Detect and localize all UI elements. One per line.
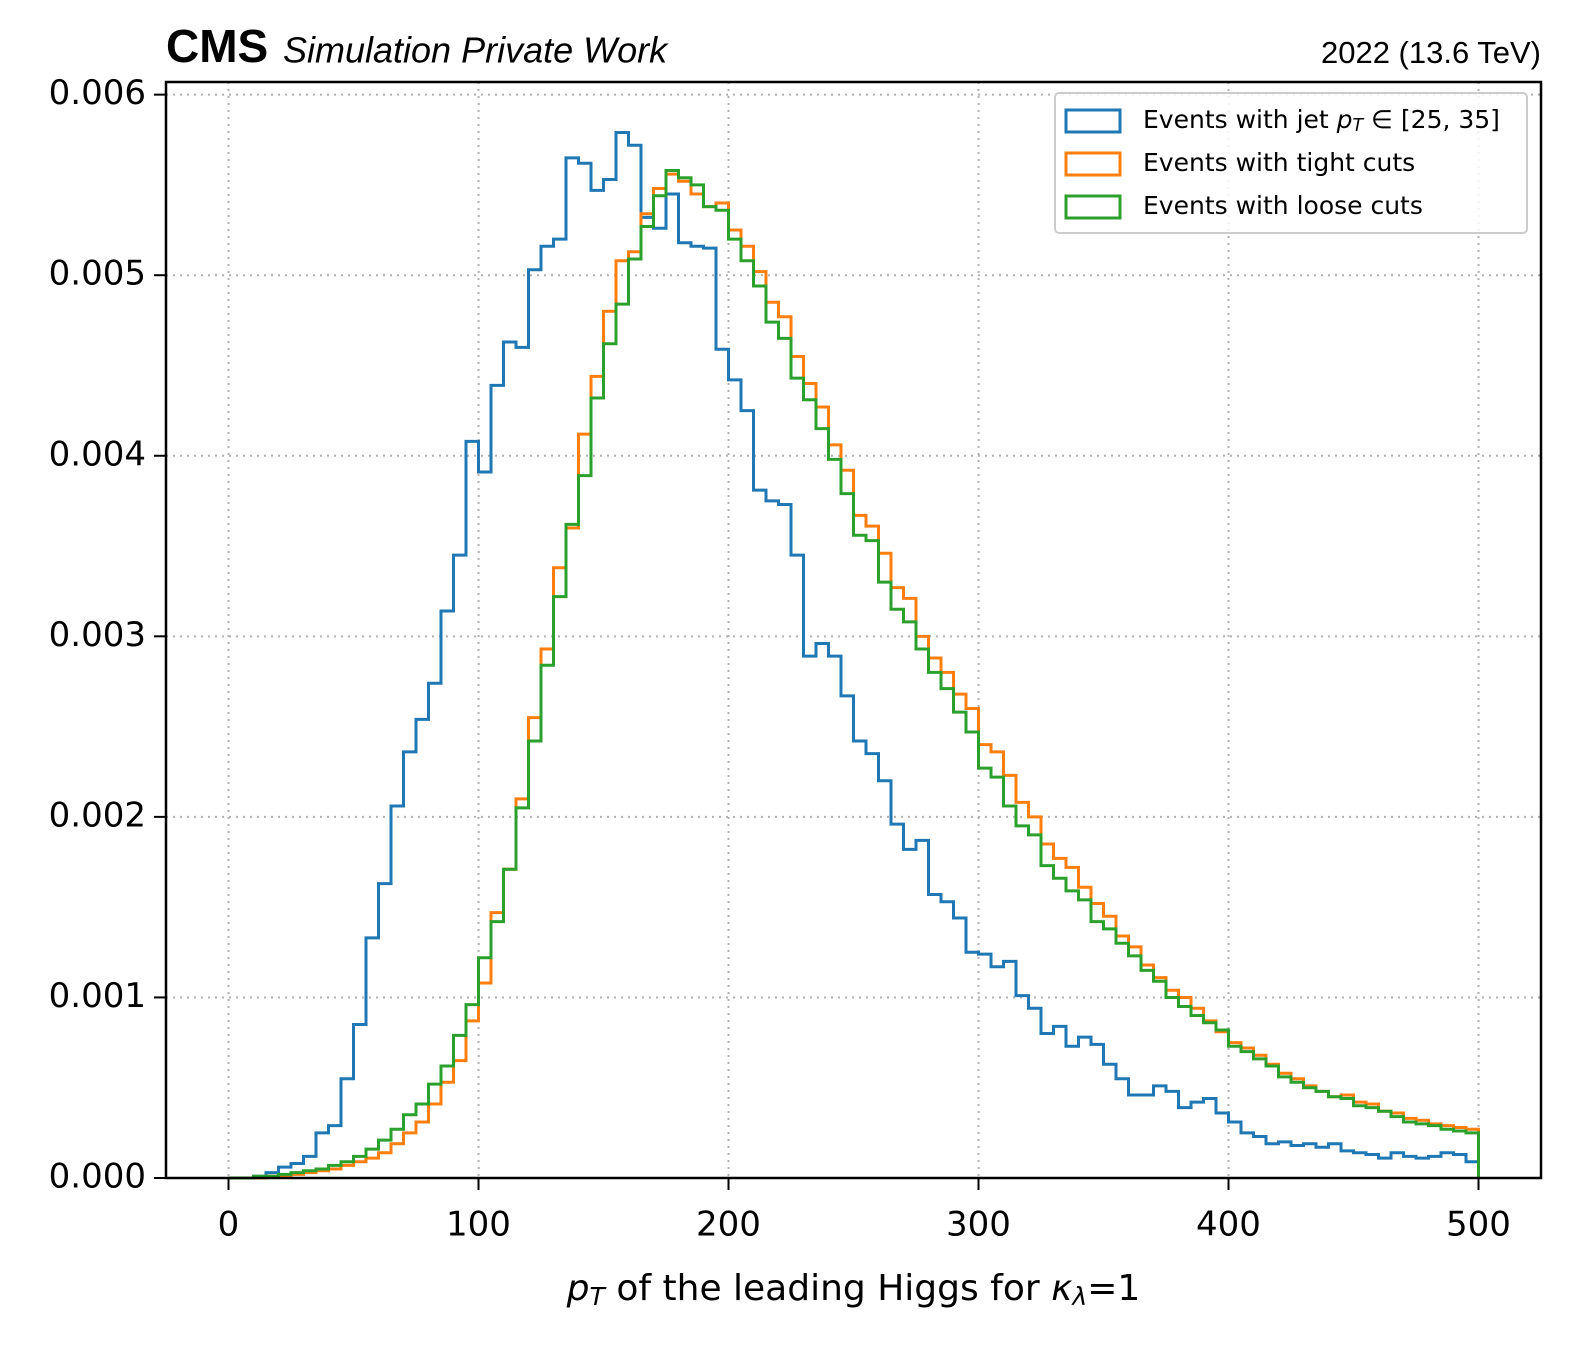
text-part: T	[1353, 116, 1365, 136]
y-tick-label: 0.002	[49, 795, 146, 835]
text-part: Events with loose cuts	[1143, 191, 1423, 220]
legend-label: Events with loose cuts	[1143, 191, 1423, 220]
x-tick-label: 300	[946, 1205, 1011, 1245]
text-part: Events with tight cuts	[1143, 148, 1415, 177]
text-part: Events with jet	[1143, 105, 1337, 134]
lumi-label: 2022 (13.6 TeV)	[1321, 35, 1541, 70]
text-part: λ	[1070, 1282, 1087, 1311]
legend-swatch	[1064, 108, 1122, 134]
text-part: p	[566, 1268, 590, 1309]
legend-label: Events with tight cuts	[1143, 148, 1415, 177]
legend-box	[1054, 92, 1528, 234]
y-tick-label: 0.006	[49, 73, 146, 113]
y-tick-label: 0.004	[49, 434, 146, 474]
cms-label: CMS	[166, 20, 268, 72]
legend-swatch	[1064, 151, 1122, 177]
plot-frame	[164, 80, 1543, 1180]
text-part: =1	[1087, 1268, 1140, 1309]
y-tick-label: 0.003	[49, 615, 146, 655]
y-tick-label: 0.000	[49, 1157, 146, 1197]
legend-swatch	[1064, 194, 1122, 220]
y-tick-label: 0.001	[49, 976, 146, 1016]
x-tick-label: 100	[446, 1205, 511, 1245]
histogram-step	[228, 168, 1480, 1180]
x-axis-label: pT of the leading Higgs for κλ=1	[566, 1268, 1141, 1311]
x-tick-label: 500	[1446, 1205, 1511, 1245]
cms-sublabel: Simulation Private Work	[283, 30, 669, 71]
legend-label: Events with jet pT ∈ [25, 35]	[1143, 105, 1500, 136]
histogram-step	[228, 172, 1480, 1180]
text-part: of the leading Higgs for	[605, 1268, 1051, 1309]
histogram-step	[228, 131, 1480, 1180]
text-part: ∈ [25, 35]	[1363, 105, 1500, 134]
text-part: κ	[1051, 1268, 1073, 1309]
text-part: T	[590, 1282, 608, 1311]
x-tick-label: 200	[696, 1205, 761, 1245]
x-tick-label: 0	[218, 1205, 240, 1245]
x-tick-label: 400	[1196, 1205, 1261, 1245]
text-part: p	[1336, 105, 1353, 134]
y-tick-label: 0.005	[49, 254, 146, 294]
